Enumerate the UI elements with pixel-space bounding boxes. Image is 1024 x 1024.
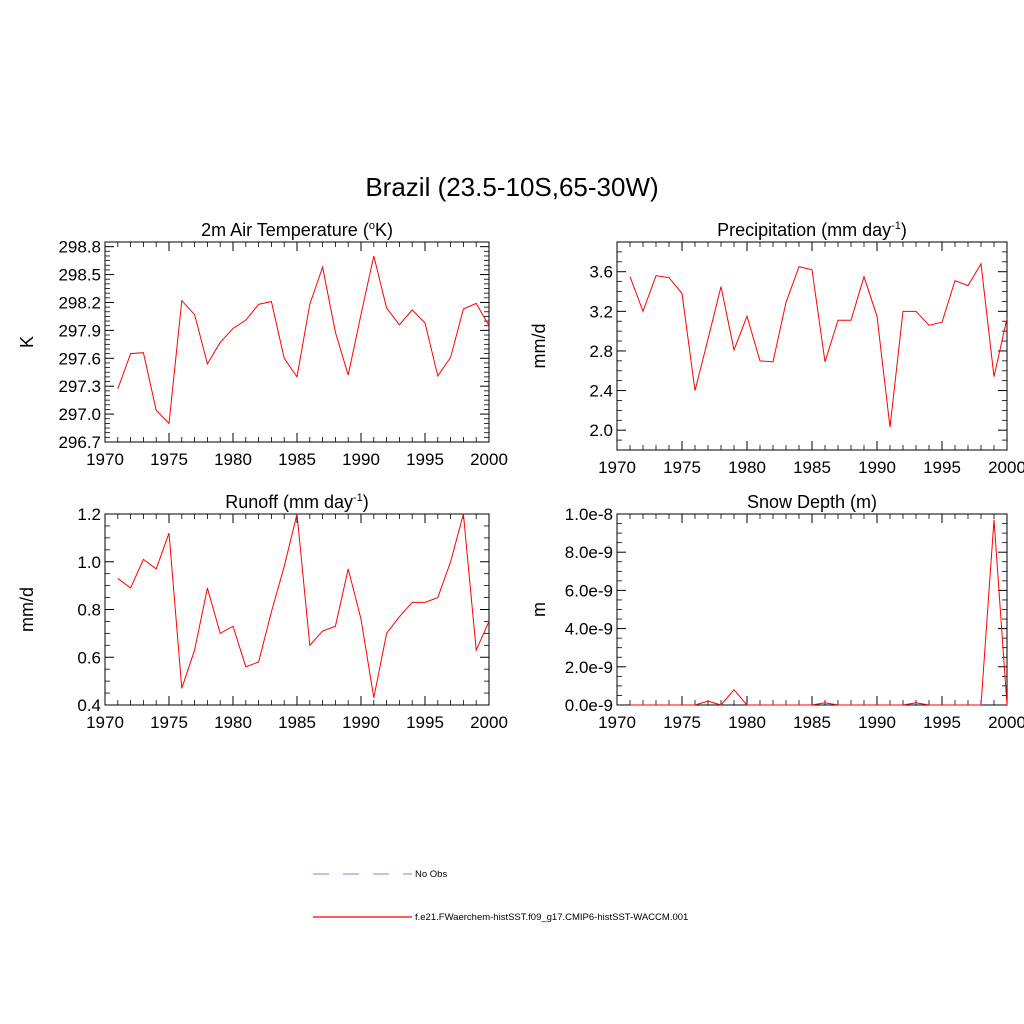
legend-model-label: f.e21.FWaerchem-histSST.f09_g17.CMIP6-hi… <box>415 912 688 923</box>
panel-title: Precipitation (mm day-1) <box>717 220 907 240</box>
x-tick-label: 1995 <box>406 450 444 469</box>
y-tick-label: 2.0 <box>589 421 613 440</box>
series-line-model <box>629 262 1008 428</box>
x-tick-label: 1975 <box>150 450 188 469</box>
figure-title: Brazil (23.5-10S,65-30W) <box>365 172 658 202</box>
x-tick-label: 1990 <box>342 713 380 732</box>
legend-obs-label: No Obs <box>415 869 447 880</box>
y-tick-label: 297.3 <box>58 377 101 396</box>
y-tick-label: 2.4 <box>589 382 613 401</box>
x-tick-label: 2000 <box>988 458 1024 477</box>
panel-title-unit-end: ) <box>901 220 907 240</box>
x-tick-label: 1980 <box>728 713 766 732</box>
panel-title-superscript: -1 <box>891 220 901 232</box>
x-tick-label: 1995 <box>923 458 961 477</box>
y-axis-label: K <box>17 336 37 348</box>
y-tick-label: 0.4 <box>77 696 101 715</box>
y-tick-label: 2.0e-9 <box>565 658 613 677</box>
x-tick-label: 2000 <box>470 450 508 469</box>
y-tick-label: 0.0e-9 <box>565 696 613 715</box>
y-axis-label: mm/d <box>17 587 37 632</box>
panel-title-text: Snow Depth (m) <box>747 492 877 512</box>
plot-frame <box>616 513 1008 706</box>
series-line-model <box>117 255 490 425</box>
panel-title-unit-end: ) <box>363 492 369 512</box>
x-tick-label: 1980 <box>214 450 252 469</box>
x-tick-label: 1980 <box>728 458 766 477</box>
series-line-model <box>117 513 490 698</box>
panel-title-superscript: o <box>369 220 375 232</box>
panel-title: Runoff (mm day-1) <box>225 492 369 512</box>
x-tick-label: 1985 <box>278 713 316 732</box>
x-tick-label: 1975 <box>663 713 701 732</box>
panels: 2m Air Temperature (oK) K 1970 1975 1980 1985… <box>17 220 1024 732</box>
x-tick-label: 1985 <box>793 458 831 477</box>
panel-title-text: Runoff <box>225 492 279 512</box>
y-tick-label: 3.6 <box>589 263 613 282</box>
panel-2: Precipitation (mm day-1) mm/d 1970 1975 1980… <box>529 220 1024 477</box>
x-tick-label: 1990 <box>858 458 896 477</box>
plot-frame <box>104 513 490 706</box>
x-tick-label: 1990 <box>858 713 896 732</box>
x-tick-label: 1985 <box>793 713 831 732</box>
series-line-model <box>630 519 1008 706</box>
y-tick-label: 6.0e-9 <box>565 581 613 600</box>
panel-4: Snow Depth (m) m 1970 1975 1980 1985 1990 1995 2… <box>529 492 1024 732</box>
legend: No Obs f.e21.FWaerchem-histSST.f09_g17.C… <box>313 869 688 923</box>
y-tick-label: 2.8 <box>589 342 613 361</box>
x-tick-label: 1990 <box>342 450 380 469</box>
plot-frame <box>104 241 490 443</box>
y-tick-label: 296.7 <box>58 433 101 452</box>
panel-title-unit: (mm day <box>278 492 353 512</box>
y-tick-label: 1.0e-8 <box>565 505 613 524</box>
panel-title-unit-end: K) <box>375 220 393 240</box>
x-tick-label: 1995 <box>406 713 444 732</box>
y-axis-label: m <box>529 602 549 617</box>
x-tick-label: 1975 <box>663 458 701 477</box>
panel-title: Snow Depth (m) <box>747 492 877 512</box>
y-axis-label: mm/d <box>529 324 549 369</box>
x-tick-label: 2000 <box>988 713 1024 732</box>
y-tick-label: 0.8 <box>77 601 101 620</box>
y-tick-label: 4.0e-9 <box>565 620 613 639</box>
x-tick-label: 1975 <box>150 713 188 732</box>
y-tick-label: 298.8 <box>58 238 101 257</box>
panel-title-text: Precipitation <box>717 220 816 240</box>
y-tick-label: 3.2 <box>589 302 613 321</box>
y-tick-label: 297.6 <box>58 349 101 368</box>
panel-title-superscript: -1 <box>353 492 363 504</box>
panel-title-unit: ( <box>358 220 369 240</box>
x-tick-label: 1970 <box>86 713 124 732</box>
x-tick-label: 1970 <box>598 713 636 732</box>
x-tick-label: 1980 <box>214 713 252 732</box>
y-tick-label: 298.2 <box>58 293 101 312</box>
y-tick-label: 297.0 <box>58 405 101 424</box>
y-tick-label: 0.6 <box>77 648 101 667</box>
panel-title-unit: (mm day <box>816 220 891 240</box>
panel-3: Runoff (mm day-1) mm/d 1970 1975 1980 1985 199… <box>17 492 508 732</box>
y-tick-label: 297.9 <box>58 321 101 340</box>
x-tick-label: 1970 <box>598 458 636 477</box>
x-tick-label: 1985 <box>278 450 316 469</box>
y-tick-label: 298.5 <box>58 266 101 285</box>
x-tick-label: 1970 <box>86 450 124 469</box>
y-tick-label: 1.0 <box>77 553 101 572</box>
x-tick-label: 2000 <box>470 713 508 732</box>
y-tick-label: 8.0e-9 <box>565 543 613 562</box>
y-tick-label: 1.2 <box>77 505 101 524</box>
panel-title: 2m Air Temperature (oK) <box>201 220 393 240</box>
panel-1: 2m Air Temperature (oK) K 1970 1975 1980 1985… <box>17 220 508 469</box>
x-tick-label: 1995 <box>923 713 961 732</box>
panel-title-text: 2m Air Temperature <box>201 220 358 240</box>
